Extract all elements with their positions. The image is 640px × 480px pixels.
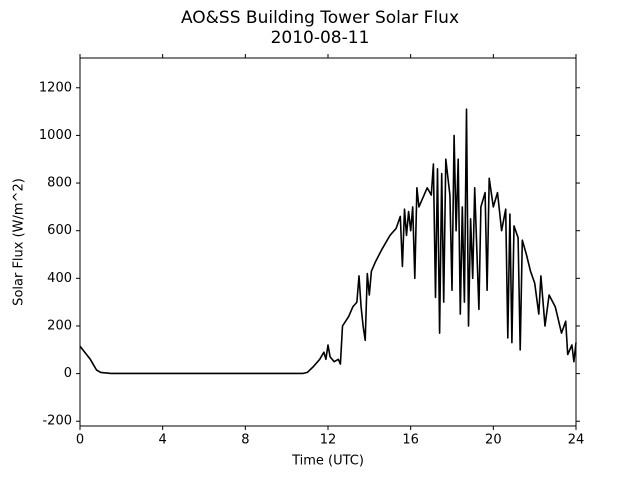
y-axis-label: Solar Flux (W/m^2) [12,178,27,306]
y-tick-label: -200 [42,414,72,429]
x-tick-label: 20 [485,433,502,448]
x-tick-label: 0 [76,433,84,448]
plot-frame [79,57,577,427]
x-tick-label: 8 [241,433,249,448]
y-tick-label: 600 [47,223,72,238]
data-line [79,108,577,375]
y-tick-label: 1200 [39,80,72,95]
x-tick-label: 16 [402,433,419,448]
x-tick-label: 4 [159,433,167,448]
y-tick-label: 800 [47,176,72,191]
x-tick-label: 24 [568,433,585,448]
y-tick-label: 0 [64,366,72,381]
y-tick-label: 1000 [39,128,72,143]
chart-title: AO&SS Building Tower Solar Flux [181,8,459,28]
y-tick-label: 200 [47,318,72,333]
chart-subtitle: 2010-08-11 [271,28,370,48]
x-axis-label: Time (UTC) [291,454,364,469]
y-tick-label: 400 [47,271,72,286]
x-tick-label: 12 [320,433,337,448]
